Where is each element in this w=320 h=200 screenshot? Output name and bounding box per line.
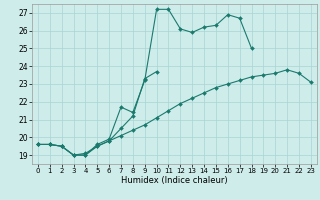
X-axis label: Humidex (Indice chaleur): Humidex (Indice chaleur) bbox=[121, 176, 228, 185]
